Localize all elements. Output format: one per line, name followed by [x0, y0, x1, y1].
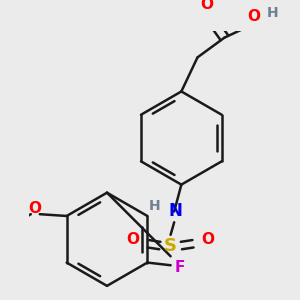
Text: O: O	[28, 201, 41, 216]
Text: O: O	[127, 232, 140, 247]
Text: O: O	[200, 0, 213, 12]
Text: O: O	[202, 232, 215, 247]
Text: H: H	[149, 199, 160, 213]
Text: H: H	[267, 6, 279, 20]
Text: S: S	[164, 236, 177, 254]
Text: O: O	[248, 9, 260, 24]
Text: F: F	[174, 260, 185, 274]
Text: N: N	[168, 202, 182, 220]
